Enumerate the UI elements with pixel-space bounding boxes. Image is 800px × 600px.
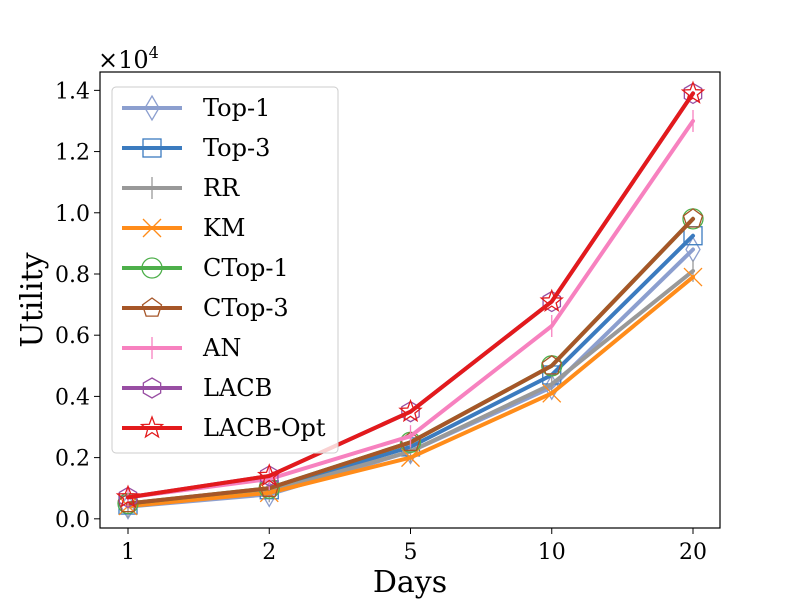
legend-label: AN <box>202 334 241 362</box>
data-point-km <box>401 448 420 468</box>
data-point-ctop-3 <box>258 477 280 497</box>
legend-marker-ctop-1 <box>141 257 163 279</box>
data-point-top-1 <box>543 373 560 401</box>
y-tick-label: 0.0 <box>55 508 90 533</box>
legend-entry-top-1: Top-1 <box>122 94 270 122</box>
legend-entry-rr: RR <box>122 174 240 202</box>
legend-marker-lacb-opt <box>139 415 165 439</box>
y-tick-label: 1.2 <box>55 141 90 166</box>
legend-entry-lacb-opt: LACB-Opt <box>122 414 326 442</box>
legend-label: RR <box>203 174 240 202</box>
y-axis-label: Utility <box>15 252 50 347</box>
data-point-ctop-3 <box>682 208 704 228</box>
series-layer <box>115 80 706 520</box>
x-tick-label: 10 <box>538 540 566 565</box>
legend-entry-ctop-3: CTop-3 <box>122 294 289 322</box>
x-tick-label: 20 <box>679 540 707 565</box>
y-tick-label: 0.8 <box>55 263 90 288</box>
x-tick-label: 1 <box>121 540 135 565</box>
data-point-lacb-opt <box>680 80 706 104</box>
legend-label: Top-3 <box>203 134 270 162</box>
x-axis-label: Days <box>373 565 447 600</box>
legend-label: LACB <box>203 374 272 402</box>
legend-marker-ctop-3 <box>141 297 163 317</box>
legend-label: KM <box>203 214 246 242</box>
y-tick-label: 0.2 <box>55 447 90 472</box>
legend-marker-km <box>142 218 162 238</box>
data-point-lacb <box>118 486 138 509</box>
y-tick-label: 1.4 <box>55 79 90 104</box>
legend-entry-an: AN <box>122 334 241 362</box>
y-tick-label: 0.6 <box>55 324 90 349</box>
data-point-km <box>542 383 562 403</box>
legend-marker-top-1 <box>144 94 160 122</box>
legend-marker-lacb <box>142 377 162 399</box>
legend-marker-top-3 <box>142 138 162 158</box>
legend-label: CTop-1 <box>203 254 289 282</box>
series-lacb-opt <box>115 80 706 508</box>
legend: Top-1 Top-3 RR KM CTop-1 CTop-3 AN LACB LACB-Opt <box>111 86 339 454</box>
x-tick-label: 5 <box>404 540 418 565</box>
y-scale-exponent: 4 <box>149 43 159 62</box>
series-an <box>126 109 695 509</box>
data-point-km <box>683 267 703 287</box>
y-scale-base: ×10 <box>98 46 149 74</box>
y-tick-label: 1.0 <box>55 202 90 227</box>
series-line-lacb-opt <box>126 91 695 500</box>
legend-label: LACB-Opt <box>203 414 326 442</box>
legend-label: Top-1 <box>203 94 270 122</box>
data-point-lacb-opt <box>539 288 564 312</box>
legend-entry-lacb: LACB <box>122 374 272 402</box>
x-axis-ticks: 1 2 5 10 20 <box>121 528 707 565</box>
y-tick-label: 0.4 <box>55 385 90 410</box>
legend-label: CTop-3 <box>203 294 289 322</box>
data-point-ctop-3 <box>541 354 563 375</box>
legend-entry-km: KM <box>122 214 246 242</box>
legend-entry-ctop-1: CTop-1 <box>122 254 289 282</box>
data-point-lacb-opt <box>398 398 423 423</box>
data-point-lacb <box>683 82 703 105</box>
x-tick-label: 2 <box>262 540 276 565</box>
data-point-lacb <box>542 290 562 313</box>
data-point-ctop-3 <box>117 492 139 513</box>
y-axis-ticks: 0.0 0.2 0.4 0.6 0.8 1.0 1.2 1.4 <box>55 79 100 533</box>
data-point-lacb-opt <box>257 463 282 487</box>
data-point-lacb-opt <box>115 484 141 508</box>
legend-frame <box>111 86 339 454</box>
legend-entry-top-3: Top-3 <box>122 134 270 162</box>
y-scale-label: ×104 <box>98 43 159 74</box>
